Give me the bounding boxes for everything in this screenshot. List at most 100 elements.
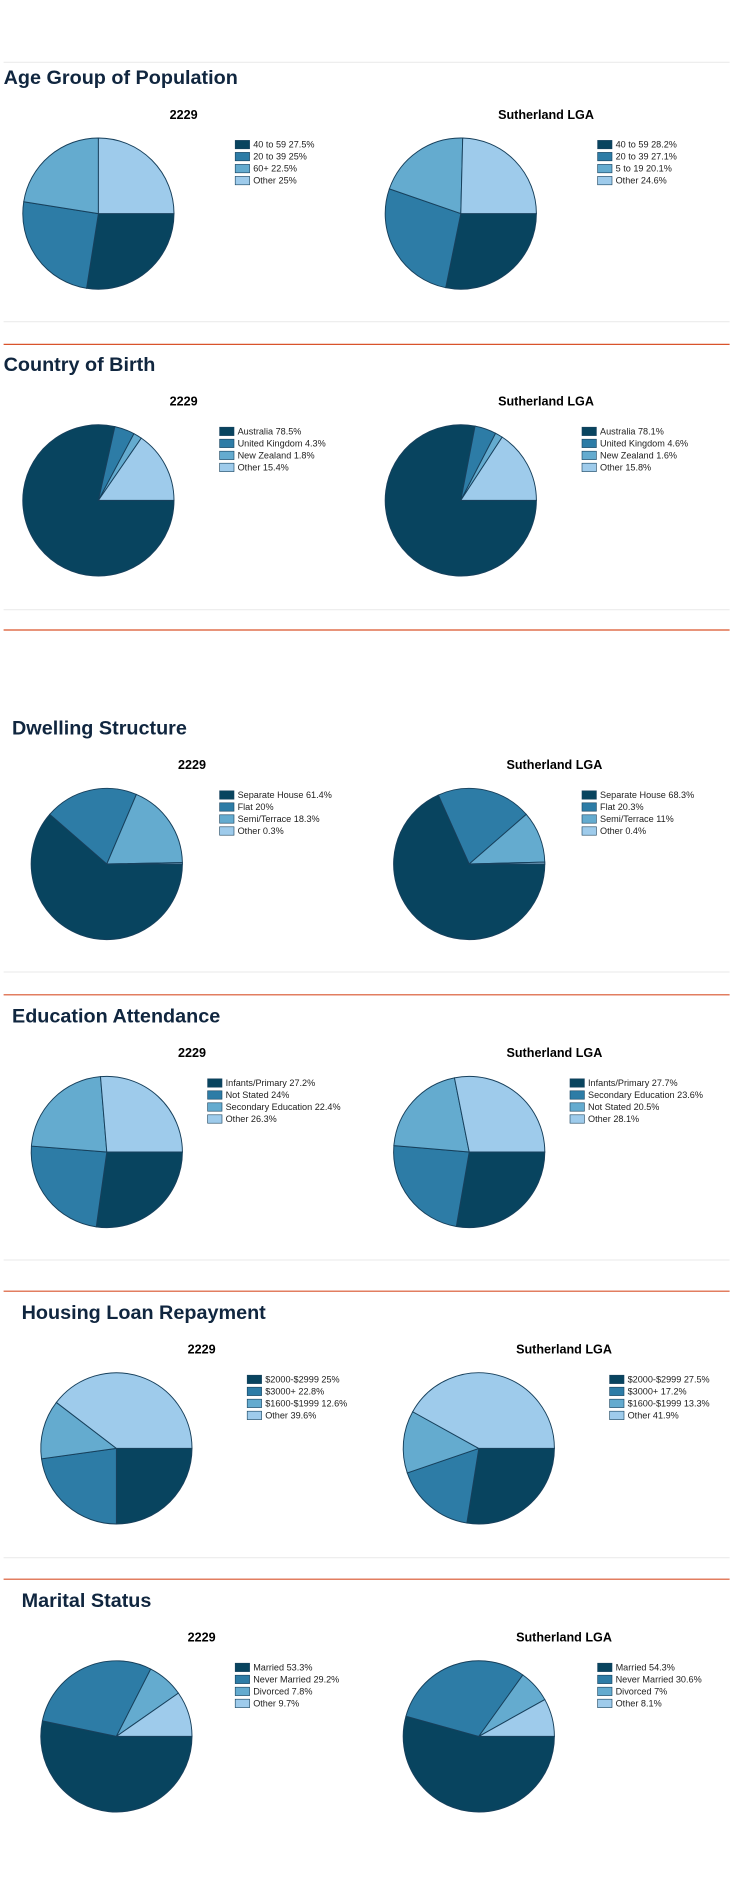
legend-entry: Other 41.9%: [628, 1410, 679, 1420]
legend-value: 25%: [279, 176, 297, 186]
legend-value: 15.8%: [625, 462, 651, 472]
legend-value: 27.2%: [289, 1078, 315, 1088]
legend-label: Other: [253, 176, 276, 186]
legend-label: Flat: [238, 802, 254, 812]
legend-entry: Not Stated 24%: [226, 1090, 290, 1100]
legend-swatch: [234, 1686, 250, 1696]
legend-swatch: [569, 1102, 585, 1112]
legend-entry: $3000+ 22.8%: [265, 1386, 324, 1396]
legend-swatch: [219, 790, 235, 800]
pie-slice: [405, 1660, 524, 1737]
legend-entry: $3000+ 17.2%: [628, 1386, 687, 1396]
legend-entry: Other 15.8%: [600, 462, 651, 472]
legend-swatch: [207, 1102, 223, 1112]
legend-swatch: [609, 1410, 625, 1420]
section-title: Education Attendance: [12, 1005, 220, 1027]
legend-label: Not Stated: [588, 1102, 631, 1112]
chart-title: 2229: [170, 395, 198, 409]
legend-entry: Other 25%: [253, 176, 297, 186]
legend-value: 28.1%: [613, 1114, 639, 1124]
legend-entry: 40 to 59 28.2%: [616, 140, 677, 150]
legend-value: 7.8%: [292, 1686, 313, 1696]
legend-swatch: [569, 1114, 585, 1124]
pie-slice: [466, 1447, 555, 1525]
legend-value: 8.1%: [641, 1698, 662, 1708]
legend-value: 20.5%: [634, 1102, 660, 1112]
legend-value: 12.6%: [321, 1398, 347, 1408]
legend-swatch: [597, 176, 613, 186]
legend-label: Secondary Education: [226, 1102, 313, 1112]
legend-value: 1.8%: [294, 450, 315, 460]
legend-label: $2000-$2999: [628, 1374, 682, 1384]
legend-swatch: [569, 1090, 585, 1100]
chart-title: 2229: [188, 1343, 216, 1357]
pie-slice: [445, 213, 537, 290]
legend-entry: Other 26.3%: [226, 1114, 277, 1124]
legend-label: $3000+: [628, 1386, 659, 1396]
legend-entry: Divorced 7.8%: [253, 1686, 312, 1696]
legend-entry: Separate House 61.4%: [238, 790, 332, 800]
legend-entry: $2000-$2999 27.5%: [628, 1374, 710, 1384]
legend-entry: 40 to 59 27.5%: [253, 140, 314, 150]
legend-value: 15.4%: [263, 462, 289, 472]
pie-slice: [99, 1075, 183, 1153]
legend-swatch: [234, 1698, 250, 1708]
legend-entry: Never Married 30.6%: [616, 1674, 702, 1684]
legend-value: 30.6%: [676, 1674, 702, 1684]
legend-value: 28.2%: [651, 140, 677, 150]
legend-value: 24.6%: [641, 176, 667, 186]
legend-label: 40 to 59: [616, 140, 649, 150]
legend-entry: Married 54.3%: [616, 1662, 675, 1672]
pie-slice: [402, 1411, 480, 1474]
legend-value: 25%: [321, 1374, 339, 1384]
legend-label: $1600-$1999: [628, 1398, 682, 1408]
legend-swatch: [219, 462, 235, 472]
legend-label: Separate House: [600, 790, 666, 800]
legend-entry: 60+ 22.5%: [253, 164, 297, 174]
legend-entry: Not Stated 20.5%: [588, 1102, 659, 1112]
legend-swatch: [207, 1114, 223, 1124]
pie-slice: [97, 437, 175, 501]
chart-title: Sutherland LGA: [516, 1343, 612, 1357]
legend-entry: Other 28.1%: [588, 1114, 639, 1124]
legend-swatch: [219, 450, 235, 460]
legend-label: $2000-$2999: [265, 1374, 319, 1384]
pie-slice: [460, 137, 537, 215]
legend-label: Other: [600, 826, 623, 836]
legend-label: Flat: [600, 802, 616, 812]
legend-swatch: [581, 426, 597, 436]
pie-slice: [30, 1076, 108, 1153]
legend-value: 61.4%: [306, 790, 332, 800]
legend-entry: Australia 78.5%: [238, 426, 302, 436]
legend-label: Other: [628, 1410, 651, 1420]
pie-slice: [393, 1077, 470, 1153]
legend-entry: New Zealand 1.8%: [238, 450, 315, 460]
legend-swatch: [597, 1698, 613, 1708]
legend-entry: Secondary Education 22.4%: [226, 1102, 341, 1112]
legend-entry: Semi/Terrace 11%: [600, 814, 674, 824]
legend-entry: Other 0.4%: [600, 826, 646, 836]
legend-value: 7%: [654, 1686, 667, 1696]
legend-label: $3000+: [265, 1386, 296, 1396]
legend-value: 4.3%: [305, 438, 326, 448]
legend-value: 1.6%: [656, 450, 677, 460]
legend-swatch: [207, 1090, 223, 1100]
legend-label: United Kingdom: [238, 438, 303, 448]
legend-label: Married: [616, 1662, 647, 1672]
legend-entry: Separate House 68.3%: [600, 790, 694, 800]
legend-value: 78.5%: [276, 426, 302, 436]
legend-value: 20.1%: [646, 164, 672, 174]
legend-value: 41.9%: [653, 1410, 679, 1420]
pie-slice: [106, 793, 183, 865]
pie-slice: [106, 862, 183, 865]
legend-swatch: [246, 1374, 262, 1384]
section-title: Dwelling Structure: [12, 717, 187, 739]
legend-value: 11%: [656, 814, 674, 824]
legend-swatch: [219, 438, 235, 448]
pie-slice: [455, 1151, 546, 1229]
legend-label: Australia: [600, 426, 636, 436]
legend-entry: United Kingdom 4.3%: [238, 438, 326, 448]
pie-slice: [384, 424, 537, 577]
legend-swatch: [246, 1386, 262, 1396]
